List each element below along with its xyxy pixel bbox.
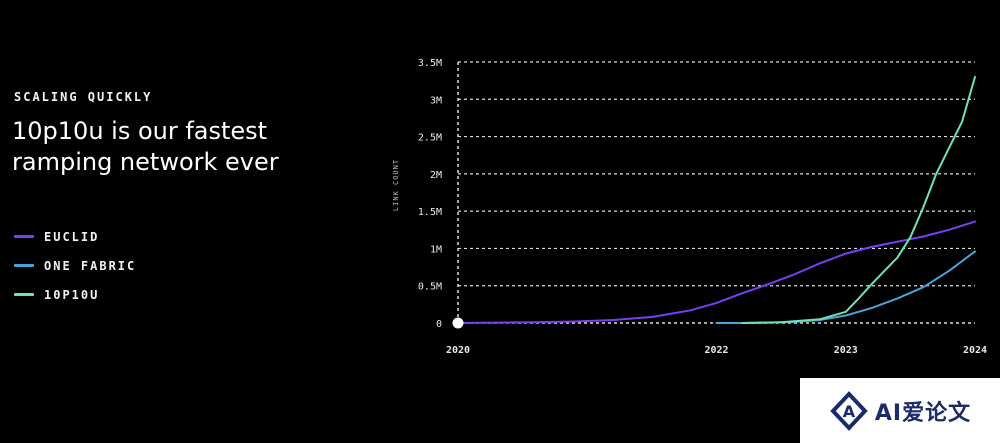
x-tick-label: 2020	[446, 345, 470, 356]
legend-swatch-10p10u	[14, 293, 34, 296]
x-tick-label: 2022	[704, 345, 728, 356]
y-tick-label: 3.5M	[418, 58, 442, 69]
slide-eyebrow: SCALING QUICKLY	[14, 90, 153, 104]
legend-item-euclid: EUCLID	[14, 222, 136, 251]
x-tick-label: 2023	[834, 345, 858, 356]
chart-legend: EUCLID ONE FABRIC 10P10U	[14, 222, 136, 309]
legend-label-euclid: EUCLID	[44, 229, 100, 244]
y-tick-label: 0.5M	[418, 282, 442, 293]
legend-swatch-euclid	[14, 235, 34, 238]
svg-text:A: A	[843, 402, 856, 421]
series-line-euclid	[457, 220, 976, 324]
y-tick-label: 3M	[430, 95, 442, 106]
slide-headline: 10p10u is our fastest ramping network ev…	[12, 117, 279, 176]
origin-marker	[452, 317, 464, 329]
watermark-logo-icon: A	[830, 390, 868, 431]
y-tick-label: 1M	[430, 244, 442, 255]
legend-item-10p10u: 10P10U	[14, 280, 136, 309]
y-tick-label: 2.5M	[418, 133, 442, 144]
y-axis-label: LINK COUNT	[392, 159, 400, 211]
watermark-text: AI爱论文	[874, 400, 972, 426]
series-line-10p10u	[741, 75, 976, 324]
y-tick-label: 0	[436, 319, 442, 330]
y-tick-label: 1.5M	[418, 207, 442, 218]
y-tick-label: 2M	[430, 170, 442, 181]
legend-item-one-fabric: ONE FABRIC	[14, 251, 136, 280]
legend-swatch-one-fabric	[14, 264, 34, 267]
legend-label-one-fabric: ONE FABRIC	[44, 258, 137, 273]
watermark: A AI爱论文	[800, 378, 1000, 443]
x-tick-label: 2024	[963, 345, 987, 356]
legend-label-10p10u: 10P10U	[44, 287, 100, 302]
